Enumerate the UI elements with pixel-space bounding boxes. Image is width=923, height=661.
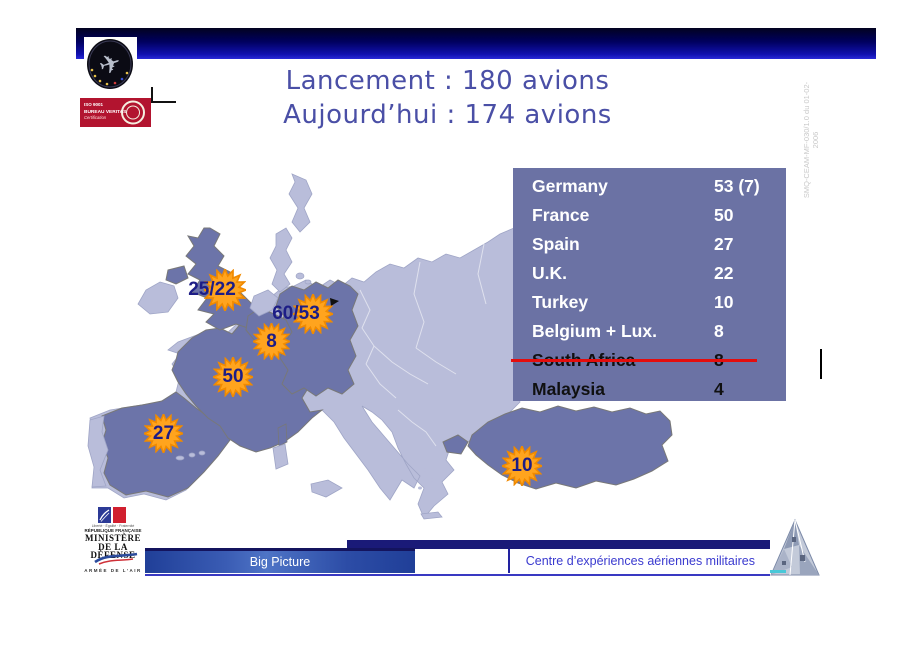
slide-title: Lancement : 180 avions Aujourd’hui : 174… [240,64,655,132]
country-order-table: Germany 53 (7) France 50 Spain 27 U.K. 2… [511,168,786,404]
table-row: Turkey 10 [513,288,786,317]
title-line-1: Lancement : 180 avions [285,66,610,96]
table-row: U.K. 22 [513,259,786,288]
corner-bracket-line [151,101,176,103]
value-cell: 4 [714,379,724,399]
bureau-veritas-icon: ISO 9001 BUREAU VERITAS Certification [80,98,151,127]
sweden-shape [288,173,313,233]
table-row: Spain 27 [513,230,786,259]
document-reference-vertical: SMQ-CEAM-MF-030/1.0 du 01-02-2006 [802,81,820,199]
red-strikethrough-line [511,359,757,362]
value-cell: 50 [714,205,734,225]
ceam-triangle-logo [770,518,820,576]
ireland-shape [137,281,179,315]
badge-spain-label: 27 [152,422,175,444]
northern-ireland-shape [165,265,189,285]
footer-navy-strip [347,540,770,549]
badge-germany-label: 60/53 [272,303,320,324]
country-cell: Spain [532,234,580,254]
netherlands-shape [249,289,279,317]
country-cell: Malaysia [532,379,605,399]
crete-shape [420,511,443,520]
a400m-program-logo: ✈ [84,37,137,93]
badge-belgium: 8 [253,323,290,360]
table-row: Belgium + Lux. 8 [513,317,786,346]
table-row: Germany 53 (7) [513,172,786,201]
title-line-2: Aujourd’hui : 174 avions [283,100,612,130]
badge-france: 50 [213,357,253,397]
country-cell: Germany [532,176,608,196]
svg-text:Certification: Certification [84,115,107,120]
badge-turkey-label: 10 [511,455,533,476]
value-cell: 8 [714,321,724,341]
sicily-shape [310,479,343,498]
top-banner-bar [76,28,876,59]
turkey-shape [467,405,673,490]
footer-section-bar: Big Picture [145,548,415,573]
armee-de-lair-bird-icon [94,552,138,565]
cursor-arrow-mark [330,298,339,306]
sardinia-shape [272,443,289,470]
footer-section-label: Big Picture [249,555,311,569]
republique-text: RÉPUBLIQUE FRANÇAISE [84,528,142,533]
value-cell: 10 [714,292,734,312]
value-cell: 27 [714,234,734,254]
footer-divider-line [508,549,510,573]
badge-turkey: 10 [502,446,542,486]
republique-francaise-flag-icon [98,507,126,523]
ministere-line-1: MINISTÈRE [84,533,141,543]
corsica-shape [277,423,288,447]
a400m-patch-icon: ✈ [87,39,133,89]
portugal-shape [87,415,109,488]
country-cell: U.K. [532,263,567,283]
value-cell: 22 [714,263,734,283]
country-cell: Turkey [532,292,589,312]
badge-france-label: 50 [222,366,244,387]
country-cell: France [532,205,590,225]
country-borders [359,243,487,447]
footer-org-label: Centre d’expériences aériennes militaire… [525,554,755,568]
bureau-veritas-logo: ISO 9001 BUREAU VERITAS Certification [80,98,151,127]
value-cell: 53 (7) [714,176,760,196]
margin-tick-line [820,349,822,379]
table-row: France 50 [513,201,786,230]
devise-text: Liberté · Égalité · Fraternité [91,524,135,528]
badge-uk: 25/22 [188,269,246,311]
badge-uk-label: 25/22 [188,279,236,300]
table-row-struck: South Africa 8 [511,346,786,375]
country-cell: Belgium + Lux. [532,321,657,341]
svg-text:ISO 9001: ISO 9001 [84,102,104,107]
corner-bracket-line [151,87,153,103]
table-row: Malaysia 4 [513,375,786,404]
armee-de-lair-label: ARMÉE DE L’AIR [84,568,142,573]
denmark-shape [269,227,293,293]
badge-germany: 60/53 [272,294,333,334]
svg-text:BUREAU VERITAS: BUREAU VERITAS [84,109,127,115]
badge-spain: 27 [144,414,183,453]
badge-belgium-label: 8 [266,330,277,352]
footer-underline [145,574,770,576]
european-turkey-shape [442,434,469,455]
